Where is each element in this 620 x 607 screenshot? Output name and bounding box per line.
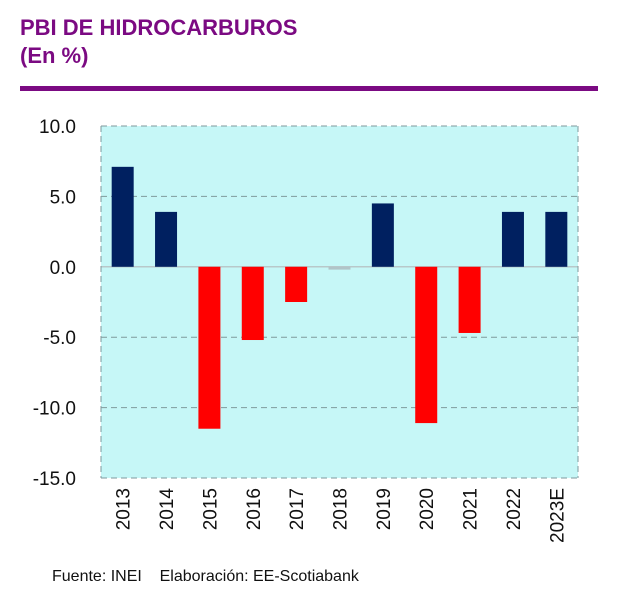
x-tick-label: 2015 xyxy=(200,488,221,530)
chart-subtitle: (En %) xyxy=(20,43,89,68)
x-tick-label: 2014 xyxy=(157,488,178,531)
y-tick-label: 10.0 xyxy=(39,117,76,138)
x-tick-label: 2020 xyxy=(417,488,438,530)
x-tick-label: 2022 xyxy=(504,488,525,530)
y-tick-label: -15.0 xyxy=(33,469,76,490)
x-tick-label: 2017 xyxy=(287,488,308,530)
x-tick-label: 2013 xyxy=(114,488,135,530)
bar xyxy=(155,211,178,267)
bar xyxy=(415,266,438,424)
bar xyxy=(371,203,394,267)
plot-area xyxy=(101,126,578,478)
x-tick-label: 2023E xyxy=(547,488,568,543)
bar xyxy=(241,266,264,341)
y-tick-label: -5.0 xyxy=(43,328,76,349)
y-tick-label: -10.0 xyxy=(33,399,76,420)
x-tick-label: 2016 xyxy=(244,488,265,530)
bar xyxy=(111,166,134,267)
x-tick-label: 2021 xyxy=(461,488,482,530)
chart-title: PBI DE HIDROCARBUROS xyxy=(20,15,298,40)
elaboration-label: Elaboración: EE-Scotiabank xyxy=(159,568,359,585)
bar xyxy=(285,266,308,302)
chart-title-block: PBI DE HIDROCARBUROS (En %) xyxy=(20,14,297,70)
x-tick-label: 2018 xyxy=(331,488,352,530)
bar xyxy=(198,266,221,429)
title-divider xyxy=(20,86,598,91)
y-tick-label: 5.0 xyxy=(50,187,76,208)
bar-chart: 10.0 5.0 0.0 -5.0 -10.0 -15.0 2013 2014 2015 2016… xyxy=(33,117,579,543)
bar xyxy=(501,211,524,267)
y-tick-label: 0.0 xyxy=(50,258,76,279)
x-tick-label: 2019 xyxy=(374,488,395,530)
source-note: Fuente: INEI Elaboración: EE-Scotiabank xyxy=(52,568,359,586)
source-label: Fuente: INEI xyxy=(52,568,142,585)
bar xyxy=(458,266,481,333)
bar xyxy=(545,211,568,267)
bar xyxy=(328,266,351,270)
